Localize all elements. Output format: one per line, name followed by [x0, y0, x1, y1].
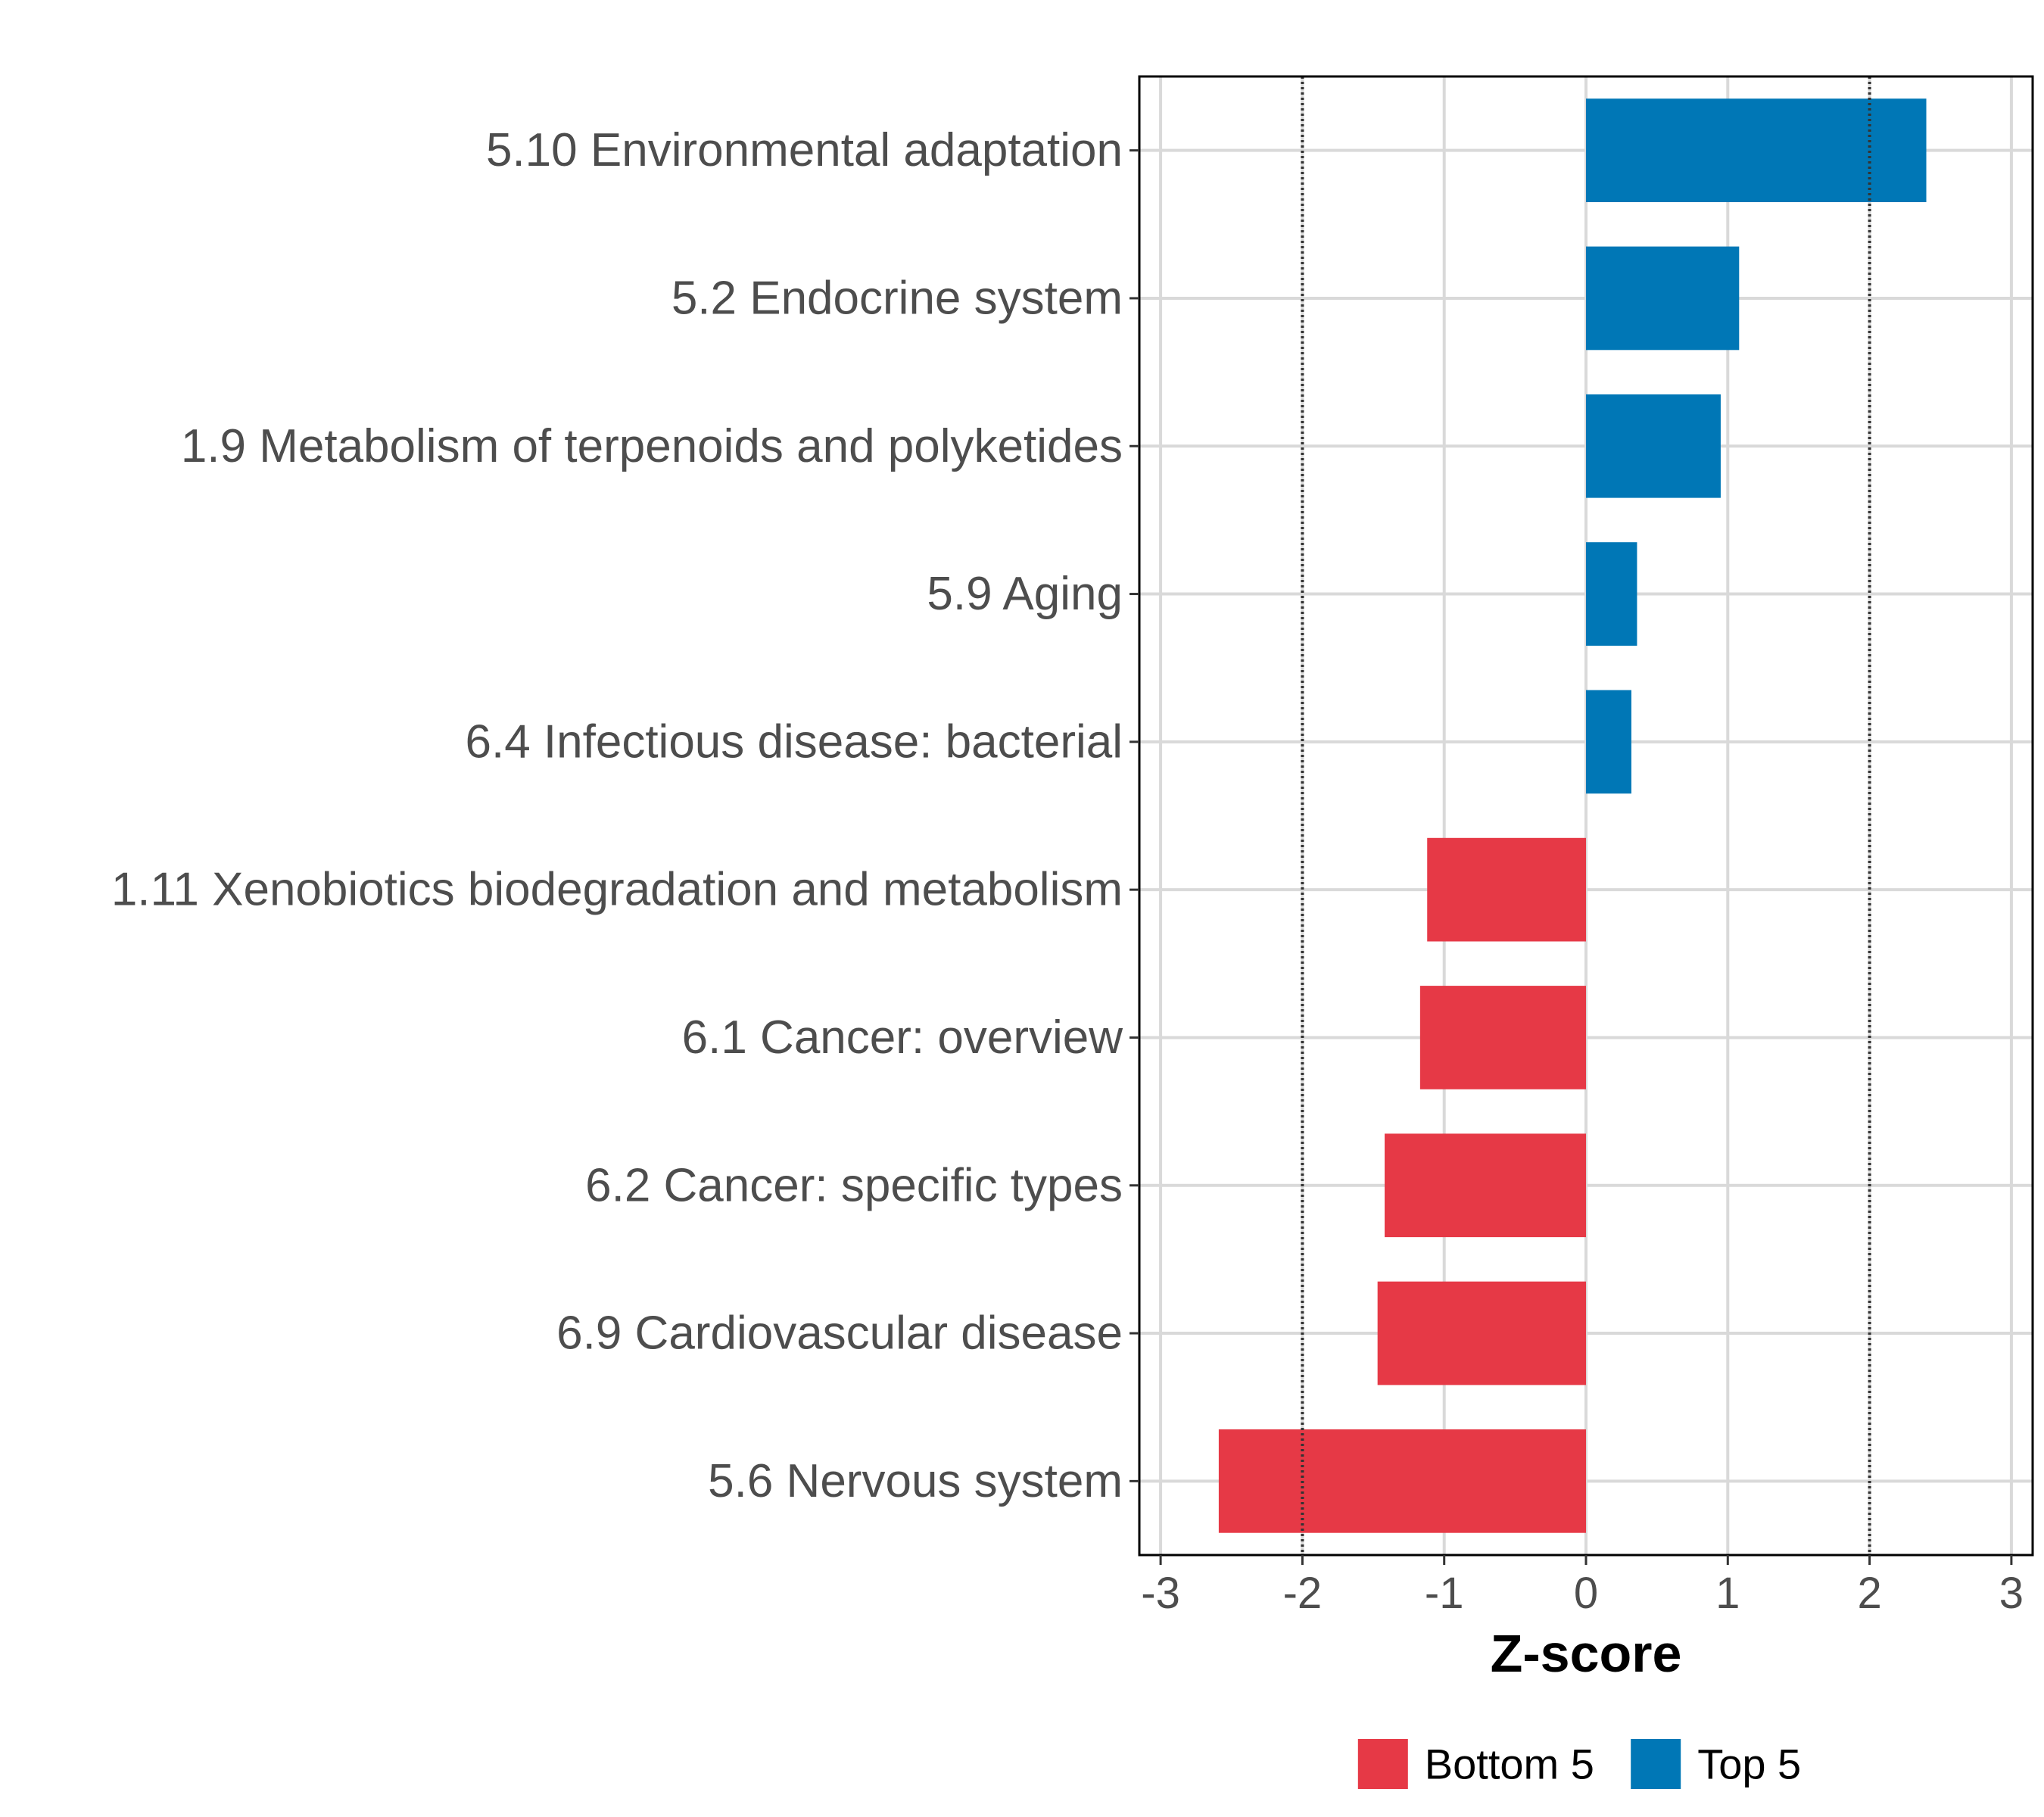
y-tick-label: 5.6 Nervous system [708, 1455, 1123, 1507]
bar [1377, 1281, 1586, 1385]
y-axis: 5.10 Environmental adaptation 5.2 Endocri… [111, 124, 1139, 1507]
legend-key [1631, 1739, 1681, 1789]
legend-key [1357, 1739, 1408, 1789]
y-tick-label: 1.9 Metabolism of terpenoids and polyket… [181, 420, 1123, 472]
y-tick-label: 6.9 Cardiovascular disease [556, 1307, 1123, 1360]
y-tick-label: 1.11 Xenobiotics biodegradation and meta… [111, 864, 1123, 916]
bar [1586, 246, 1740, 351]
legend-label: Bottom 5 [1425, 1741, 1594, 1788]
x-tick-label: 1 [1715, 1569, 1740, 1618]
bar [1385, 1133, 1586, 1238]
y-tick-label: 5.2 Endocrine system [671, 272, 1123, 324]
bar [1427, 837, 1586, 942]
bar [1586, 690, 1631, 794]
x-tick-label: -2 [1283, 1569, 1323, 1618]
bar [1586, 542, 1637, 646]
legend-label: Top 5 [1697, 1741, 1801, 1788]
x-tick-label: 2 [1857, 1569, 1881, 1618]
legend: Bottom 5 Top 5 [1357, 1739, 1801, 1789]
bar [1586, 394, 1721, 498]
bars [1218, 98, 1927, 1533]
x-tick-label: 0 [1574, 1569, 1598, 1618]
x-tick-label: -1 [1425, 1569, 1464, 1618]
y-tick-label: 6.1 Cancer: overview [682, 1011, 1123, 1064]
bar [1419, 986, 1586, 1089]
y-tick-label: 6.4 Infectious disease: bacterial [465, 715, 1123, 768]
x-axis: -3 -2 -1 0 1 2 3 [1141, 1555, 2024, 1618]
x-axis-title: Z-score [1491, 1624, 1682, 1683]
bar [1586, 98, 1927, 203]
y-tick-label: 5.9 Aging [927, 568, 1123, 620]
x-tick-label: 3 [1999, 1569, 2024, 1618]
y-tick-label: 6.2 Cancer: specific types [585, 1159, 1123, 1211]
bar [1218, 1429, 1586, 1533]
y-tick-label: 5.10 Environmental adaptation [486, 124, 1123, 176]
x-tick-label: -3 [1141, 1569, 1180, 1618]
